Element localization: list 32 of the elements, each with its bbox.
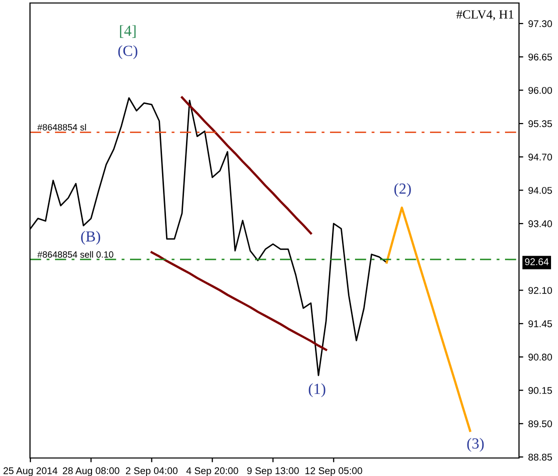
chart-title: #CLV4, H1 xyxy=(456,10,514,20)
x-tick-label: 2 Sep 04:00 xyxy=(126,467,178,476)
y-tick-label: 96.00 xyxy=(528,86,552,94)
y-tick-label: 89.50 xyxy=(528,420,552,428)
annotation: (3) xyxy=(467,438,484,452)
line-series xyxy=(386,206,472,432)
x-tick-label: 4 Sep 20:00 xyxy=(186,467,238,476)
x-tick-label: 9 Sep 13:00 xyxy=(247,467,299,476)
line-series xyxy=(150,251,328,351)
annotation: (B) xyxy=(81,230,100,245)
y-tick-label: 92.10 xyxy=(528,286,552,294)
annotation: [4] xyxy=(120,25,136,38)
y-tick-label: 94.05 xyxy=(528,186,552,194)
y-tick-label: 90.15 xyxy=(528,387,552,394)
annotation: (1) xyxy=(308,383,326,398)
annotation: (2) xyxy=(394,183,411,197)
text: 92.64 xyxy=(525,258,549,266)
y-tick-label: 97.30 xyxy=(528,20,552,28)
x-tick-label: 12 Sep 05:00 xyxy=(305,467,362,476)
y-tick-label: 95.35 xyxy=(528,120,552,128)
y-tick-label: 93.40 xyxy=(528,220,552,228)
annotation: (C) xyxy=(118,45,138,60)
x-tick-label: 28 Aug 08:00 xyxy=(62,467,120,476)
y-tick-label: 91.45 xyxy=(528,320,552,328)
y-tick-label: 88.85 xyxy=(528,454,552,461)
x-tick-label: 25 Aug 2014 xyxy=(4,467,58,476)
line-series xyxy=(180,96,312,234)
ref-line-label: #8648854 sl xyxy=(37,124,86,130)
y-tick-label: 96.65 xyxy=(528,54,552,60)
y-tick-label: 90.80 xyxy=(528,354,552,361)
y-tick-label: 94.70 xyxy=(528,154,552,161)
ref-line-label: #8648854 sell 0.10 xyxy=(37,251,114,258)
